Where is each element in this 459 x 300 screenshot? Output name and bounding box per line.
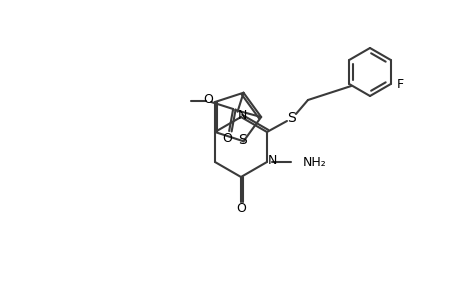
Text: N: N [267, 154, 276, 166]
Text: S: S [287, 111, 296, 125]
Text: N: N [237, 109, 246, 122]
Text: O: O [235, 202, 246, 215]
Text: S: S [238, 133, 246, 147]
Text: NH₂: NH₂ [302, 155, 326, 169]
Text: O: O [203, 92, 213, 106]
Text: O: O [222, 131, 232, 145]
Text: F: F [397, 77, 403, 91]
